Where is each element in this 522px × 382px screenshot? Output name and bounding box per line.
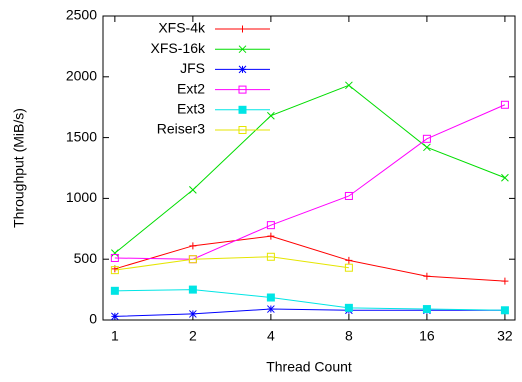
marker bbox=[267, 111, 275, 120]
marker bbox=[423, 143, 431, 152]
x-tick-label: 32 bbox=[497, 328, 513, 344]
marker bbox=[110, 286, 119, 295]
y-axis-label: Throughput (MiB/s) bbox=[11, 108, 27, 228]
marker bbox=[501, 277, 509, 285]
marker bbox=[188, 285, 197, 294]
x-axis-label: Thread Count bbox=[266, 359, 352, 375]
y-tick-label: 500 bbox=[74, 250, 98, 266]
marker bbox=[110, 266, 119, 275]
marker bbox=[345, 81, 353, 90]
legend-label: XFS-16k bbox=[151, 40, 206, 56]
marker bbox=[267, 232, 275, 240]
series-line bbox=[114, 235, 505, 282]
x-tick-label: 8 bbox=[345, 328, 353, 344]
legend-marker bbox=[239, 25, 246, 33]
marker bbox=[422, 134, 431, 143]
marker bbox=[110, 253, 119, 262]
series-line bbox=[114, 308, 505, 317]
marker bbox=[266, 252, 275, 261]
legend-marker bbox=[238, 85, 247, 94]
series-line bbox=[114, 256, 349, 271]
marker bbox=[189, 242, 197, 250]
legend-label: Reiser3 bbox=[157, 121, 205, 137]
y-tick-label: 0 bbox=[89, 311, 97, 327]
marker bbox=[266, 293, 275, 302]
legend-marker bbox=[238, 105, 247, 114]
marker bbox=[111, 312, 119, 321]
marker bbox=[422, 305, 431, 314]
marker bbox=[500, 100, 509, 109]
y-tick-label: 2500 bbox=[66, 7, 97, 23]
marker bbox=[188, 255, 197, 264]
marker bbox=[111, 249, 119, 257]
marker bbox=[345, 256, 353, 264]
legend-label: Ext2 bbox=[177, 80, 205, 96]
marker bbox=[344, 303, 353, 312]
x-tick-label: 2 bbox=[189, 328, 197, 344]
marker bbox=[500, 306, 509, 315]
marker bbox=[266, 221, 275, 230]
marker bbox=[501, 173, 509, 182]
marker bbox=[344, 191, 353, 200]
legend-label: Ext3 bbox=[177, 101, 205, 117]
marker bbox=[423, 272, 431, 280]
marker bbox=[344, 263, 353, 272]
y-tick-label: 2000 bbox=[66, 68, 97, 84]
y-tick-label: 1000 bbox=[66, 189, 97, 205]
legend-label: XFS-4k bbox=[158, 20, 206, 36]
y-tick-label: 1500 bbox=[66, 128, 97, 144]
legend-label: JFS bbox=[180, 60, 205, 76]
marker bbox=[189, 310, 197, 318]
marker bbox=[267, 305, 275, 313]
x-tick-label: 4 bbox=[267, 328, 275, 344]
legend-marker bbox=[238, 45, 247, 54]
series-line bbox=[114, 289, 505, 311]
x-tick-label: 16 bbox=[419, 328, 435, 344]
series-line bbox=[114, 104, 506, 260]
x-tick-label: 1 bbox=[111, 328, 119, 344]
legend-marker bbox=[238, 65, 247, 74]
legend-marker bbox=[238, 126, 247, 134]
series-line bbox=[114, 84, 506, 254]
plot-frame bbox=[102, 15, 516, 321]
marker bbox=[189, 186, 197, 194]
